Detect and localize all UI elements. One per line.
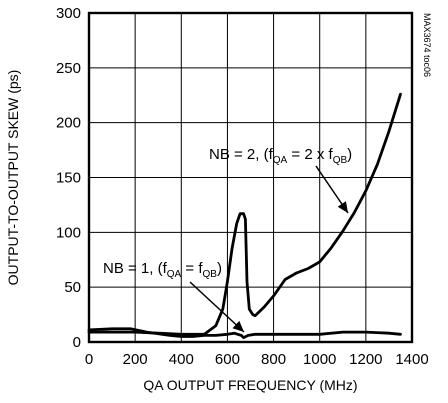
series-label-subscript: QA — [167, 269, 182, 280]
y-tick-label: 200 — [56, 115, 81, 132]
y-tick-label: 50 — [64, 279, 81, 296]
x-tick-label: 0 — [85, 351, 93, 368]
series-label-part: NB = 2, (f — [209, 146, 274, 163]
figure-id-label: MAX3674 toc06 — [422, 13, 432, 77]
x-tick-label: 800 — [261, 351, 286, 368]
x-tick-label: 1200 — [349, 351, 382, 368]
series-label-part: ) — [217, 260, 222, 277]
x-axis-label: QA OUTPUT FREQUENCY (MHz) — [143, 377, 357, 393]
y-tick-label: 300 — [56, 5, 81, 22]
plot-frame — [87, 11, 414, 344]
series-label-part: ) — [347, 146, 352, 163]
x-tick-label: 1400 — [395, 351, 428, 368]
x-tick-label: 1000 — [303, 351, 336, 368]
x-tick-labels: 0 200 400 600 800 1000 1200 1400 — [85, 351, 429, 368]
y-tick-label: 0 — [73, 334, 81, 351]
series-line — [87, 327, 402, 339]
y-tick-label: 250 — [56, 60, 81, 77]
y-tick-labels: 0 50 100 150 200 250 300 — [56, 5, 81, 351]
series-label-subscript: QA — [273, 155, 288, 166]
x-tick-label: 200 — [123, 351, 148, 368]
series-annotations: NB = 2, (fQA = 2 x fQB) NB = 1, (fQA = f… — [103, 146, 352, 280]
series-label-part: = 2 x f — [287, 146, 333, 163]
series-label-subscript: QB — [333, 155, 348, 166]
annotation-arrows — [189, 165, 349, 333]
series-label-nb1: NB = 1, (fQA = fQB) — [103, 260, 222, 280]
grid-lines — [88, 12, 413, 343]
series-label-nb2: NB = 2, (fQA = 2 x fQB) — [209, 146, 352, 166]
annotation-arrow-line — [189, 281, 245, 333]
annotation-arrowhead — [337, 201, 348, 213]
series-label-part: NB = 1, (f — [103, 260, 168, 277]
series-lines — [87, 92, 402, 339]
y-tick-label: 100 — [56, 224, 81, 241]
series-label-part: = f — [181, 260, 203, 277]
x-tick-label: 600 — [215, 351, 240, 368]
y-tick-label: 150 — [56, 170, 81, 187]
series-line — [87, 92, 402, 336]
series-label-subscript: QB — [203, 269, 218, 280]
annotation-arrowhead — [232, 320, 244, 332]
x-tick-label: 400 — [169, 351, 194, 368]
y-axis-label: OUTPUT-TO-OUTPUT SKEW (ps) — [5, 70, 21, 286]
